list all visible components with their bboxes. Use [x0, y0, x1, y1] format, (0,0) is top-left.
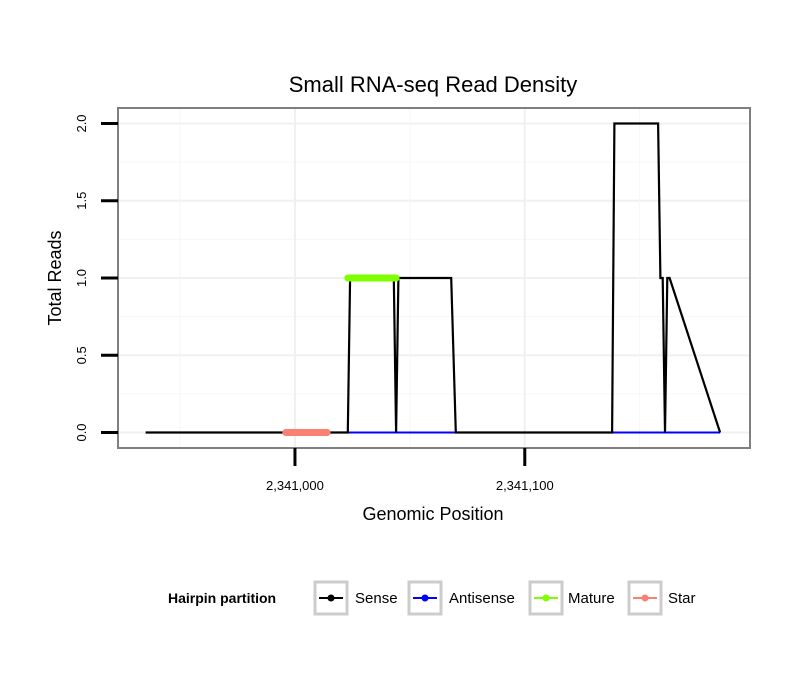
- y-tick-label: 0.0: [74, 423, 89, 441]
- legend: Hairpin partition Sense Antisense Mature St…: [168, 580, 696, 616]
- chart-title: Small RNA-seq Read Density: [289, 72, 578, 97]
- legend-swatch-point-mature: [542, 594, 550, 602]
- y-axis: 0.0 0.5 1.0 1.5 2.0: [74, 114, 118, 442]
- legend-title: Hairpin partition: [168, 590, 276, 606]
- legend-label-antisense: Antisense: [449, 590, 515, 607]
- x-tick-label: 2,341,100: [496, 478, 554, 493]
- x-axis-label: Genomic Position: [362, 504, 503, 524]
- plot-panel: [117, 107, 751, 449]
- legend-swatch-point-star: [641, 594, 649, 602]
- legend-swatch-point-antisense: [421, 594, 429, 602]
- y-tick-label: 0.5: [74, 346, 89, 364]
- legend-label-mature: Mature: [568, 590, 615, 607]
- series-layer: [145, 122, 722, 436]
- grid-lines: [118, 108, 750, 448]
- legend-swatch-point-sense: [327, 594, 335, 602]
- y-tick-label: 1.5: [74, 192, 89, 210]
- y-axis-label: Total Reads: [45, 230, 65, 325]
- legend-label-star: Star: [668, 590, 696, 607]
- x-tick-label: 2,341,000: [266, 478, 324, 493]
- y-tick-label: 1.0: [74, 269, 89, 287]
- x-axis: 2,341,000 2,341,100: [266, 448, 554, 493]
- legend-key-mature: [528, 580, 564, 616]
- y-tick-label: 2.0: [74, 114, 89, 132]
- legend-label-sense: Sense: [355, 590, 398, 607]
